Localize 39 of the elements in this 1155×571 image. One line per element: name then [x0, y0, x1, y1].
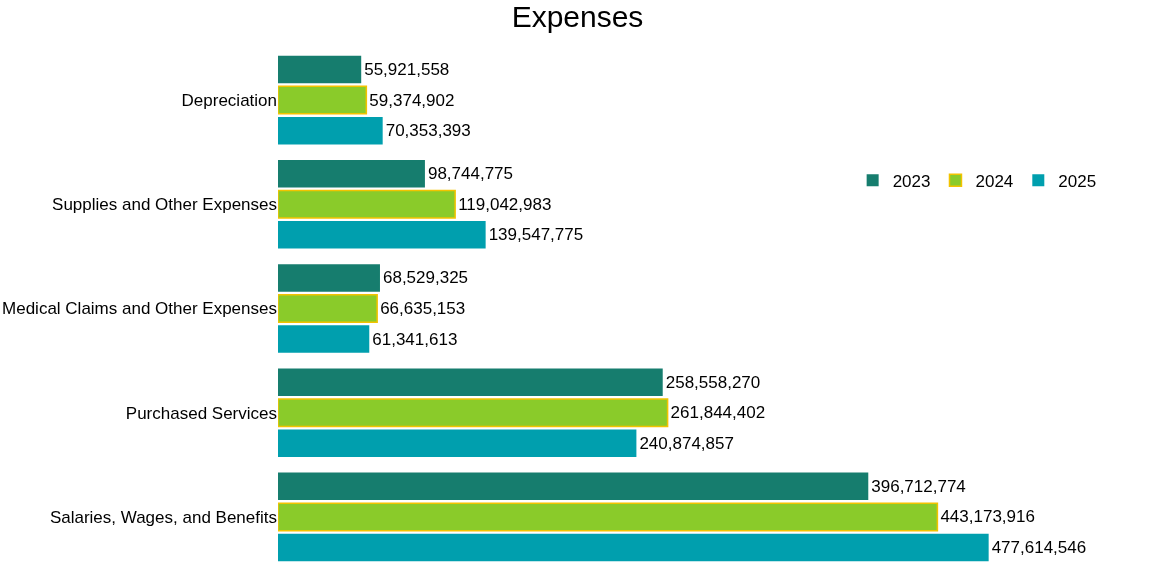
data-label: 261,844,402 [670, 403, 766, 423]
bar [278, 325, 370, 353]
y-tick-label: Depreciation [181, 91, 277, 111]
data-label: 139,547,775 [488, 225, 584, 245]
bar [278, 221, 486, 249]
data-label: 477,614,546 [991, 537, 1087, 557]
y-tick-label: Medical Claims and Other Expenses [2, 299, 277, 319]
data-label: 240,874,857 [639, 433, 734, 453]
data-label: 59,374,902 [369, 90, 455, 110]
data-label: 68,529,325 [382, 268, 469, 288]
y-tick-label: Salaries, Wages, and Benefits [49, 507, 277, 527]
y-tick-label: Supplies and Other Expenses [52, 195, 277, 215]
data-label: 55,921,558 [364, 60, 450, 80]
data-label: 66,635,153 [380, 299, 466, 318]
bar [278, 398, 669, 428]
bar [278, 189, 456, 219]
bar [278, 502, 939, 532]
bar [278, 159, 425, 188]
bar [278, 533, 989, 562]
data-label: 443,173,916 [940, 507, 1035, 527]
bar [278, 55, 362, 84]
y-tick-label: Purchased Services [125, 403, 277, 423]
bar [278, 429, 637, 458]
legend-label: 2024 [975, 171, 1014, 191]
legend-label: 2023 [892, 171, 931, 191]
data-label: 258,558,270 [665, 372, 761, 392]
data-label: 119,042,983 [458, 194, 552, 214]
bar [278, 472, 869, 501]
bar [278, 116, 383, 145]
bar [278, 368, 663, 396]
bar [278, 85, 368, 115]
bar [278, 294, 378, 323]
data-label: 70,353,393 [385, 121, 471, 141]
chart-title: Expenses [511, 0, 644, 33]
data-label: 61,341,613 [372, 329, 458, 349]
data-label: 396,712,774 [871, 476, 966, 496]
bar [278, 264, 380, 292]
legend-label: 2025 [1058, 171, 1097, 191]
data-label: 98,744,775 [427, 164, 514, 184]
